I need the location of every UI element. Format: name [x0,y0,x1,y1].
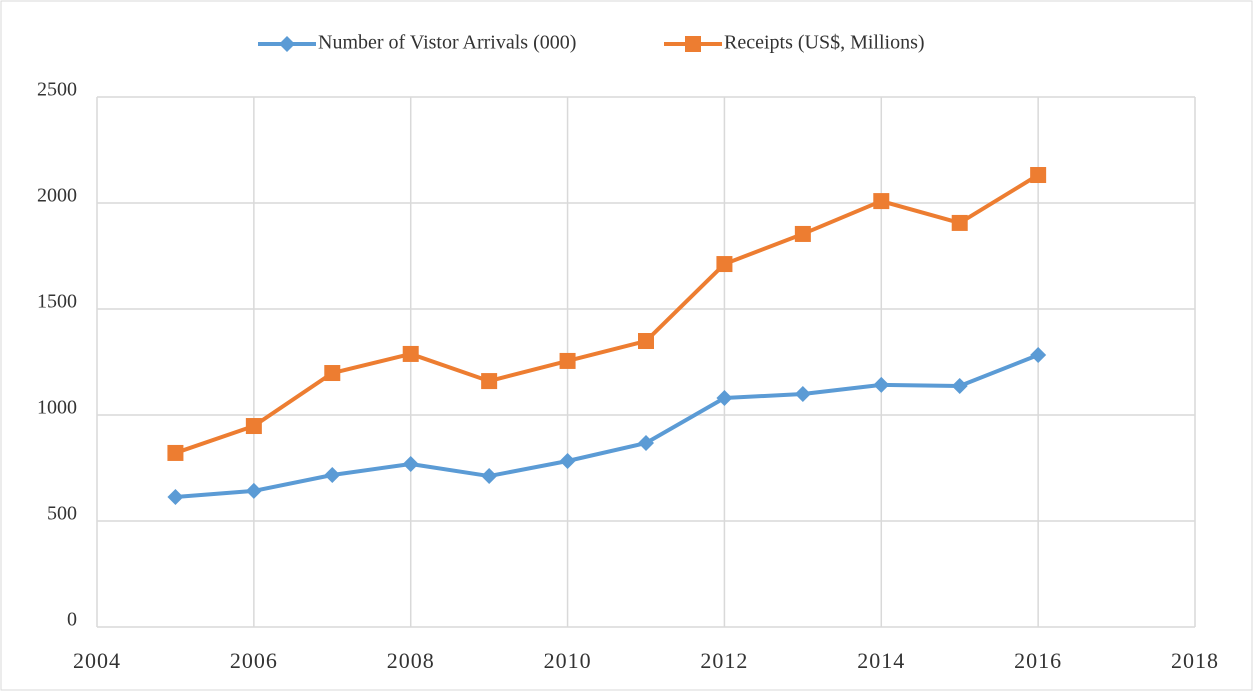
marker [481,373,498,390]
marker [873,193,890,210]
x-tick-label: 2012 [700,648,748,673]
marker [685,36,701,52]
marker [402,455,419,472]
series-line [174,173,1040,455]
y-tick-label: 500 [47,503,77,525]
marker [794,386,811,403]
marker [873,376,890,393]
marker [167,444,184,461]
marker [716,256,733,273]
marker [402,345,419,362]
y-tick-label: 0 [67,609,77,631]
marker [951,214,968,231]
x-tick-label: 2018 [1171,648,1219,673]
x-tick-label: 2014 [857,648,905,673]
x-tick-label: 2006 [230,648,278,673]
series-line [175,353,1039,500]
y-tick-label: 2500 [37,79,77,101]
marker [638,434,654,451]
marker [951,377,968,394]
y-tick-label: 1500 [37,291,77,313]
marker [245,482,262,499]
marker [167,489,184,506]
x-tick-label: 2016 [1014,648,1062,673]
legend-label: Receipts (US$, Millions) [724,32,925,54]
marker [794,225,811,242]
x-tick-label: 2010 [544,648,592,673]
marker [324,466,341,483]
marker [1030,347,1047,364]
y-tick-label: 2000 [37,185,77,207]
marker [716,390,733,407]
marker [1030,167,1047,184]
marker [559,453,576,470]
marker [638,333,654,350]
marker [324,365,341,382]
x-tick-label: 2004 [73,648,121,673]
legend-label: Number of Vistor Arrivals (000) [318,32,576,54]
marker [559,352,576,369]
marker [245,418,262,435]
marker [481,468,498,485]
marker [279,36,295,52]
x-tick-label: 2008 [387,648,435,673]
y-tick-label: 1000 [37,397,77,419]
